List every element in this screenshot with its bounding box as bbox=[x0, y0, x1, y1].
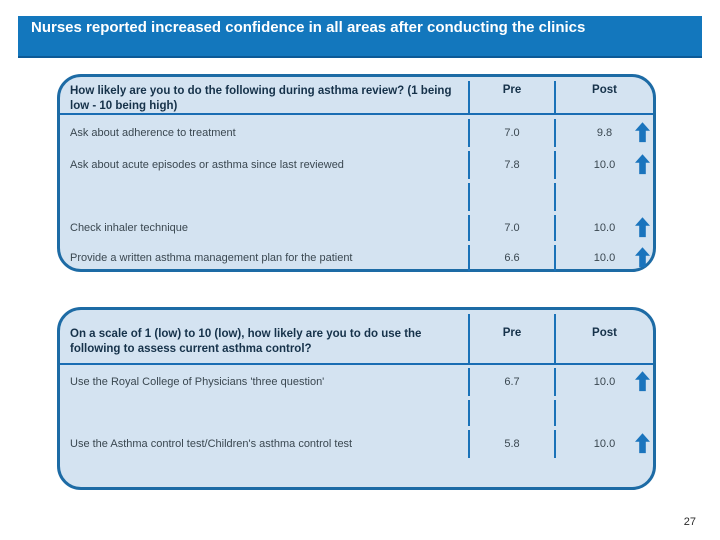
spacer-cell bbox=[468, 400, 554, 426]
table-row: Ask about adherence to treatment 7.0 9.8 bbox=[60, 119, 653, 147]
page-title: Nurses reported increased confidence in … bbox=[31, 19, 586, 36]
post-value-text: 10.0 bbox=[593, 376, 616, 388]
pre-value: 6.6 bbox=[468, 245, 554, 271]
post-value-text: 9.8 bbox=[596, 127, 613, 139]
increase-arrow-icon bbox=[635, 217, 650, 238]
pre-value: 7.0 bbox=[468, 215, 554, 241]
spacer-cell bbox=[468, 183, 554, 211]
table: On a scale of 1 (low) to 10 (low), how l… bbox=[60, 310, 653, 462]
post-value-text: 10.0 bbox=[593, 159, 616, 171]
table: How likely are you to do the following d… bbox=[60, 77, 653, 275]
post-value: 9.8 bbox=[554, 119, 653, 147]
column-header-post: Post bbox=[554, 81, 653, 115]
confidence-table-asthma-review: How likely are you to do the following d… bbox=[57, 74, 656, 272]
post-value: 10.0 bbox=[554, 430, 653, 458]
header-separator bbox=[60, 113, 653, 115]
table-row: Ask about acute episodes or asthma since… bbox=[60, 151, 653, 179]
table-header-row: On a scale of 1 (low) to 10 (low), how l… bbox=[60, 314, 653, 364]
increase-arrow-icon bbox=[635, 371, 650, 392]
post-value: 10.0 bbox=[554, 245, 653, 271]
column-header-pre: Pre bbox=[468, 81, 554, 115]
post-value-text: 10.0 bbox=[593, 222, 616, 234]
table-header-question: How likely are you to do the following d… bbox=[70, 85, 452, 112]
pre-value: 5.8 bbox=[468, 430, 554, 458]
increase-arrow-icon bbox=[635, 433, 650, 454]
spacer-cell bbox=[554, 183, 653, 211]
pre-value: 7.8 bbox=[468, 151, 554, 179]
page-number: 27 bbox=[683, 516, 696, 528]
title-bar: Nurses reported increased confidence in … bbox=[18, 16, 702, 58]
table-row: Use the Asthma control test/Children's a… bbox=[60, 430, 653, 458]
spacer-row bbox=[60, 400, 653, 426]
increase-arrow-icon bbox=[635, 154, 650, 175]
spacer-cell bbox=[60, 400, 468, 426]
header-separator bbox=[60, 363, 653, 365]
post-value: 10.0 bbox=[554, 151, 653, 179]
post-value: 10.0 bbox=[554, 368, 653, 396]
spacer-cell bbox=[554, 400, 653, 426]
spacer-row bbox=[60, 183, 653, 211]
table-header-row: How likely are you to do the following d… bbox=[60, 81, 653, 115]
row-label: Check inhaler technique bbox=[70, 221, 189, 234]
post-value-text: 10.0 bbox=[593, 438, 616, 450]
confidence-table-asthma-control: On a scale of 1 (low) to 10 (low), how l… bbox=[57, 307, 656, 490]
row-label: Ask about adherence to treatment bbox=[70, 126, 236, 139]
post-value-text: 10.0 bbox=[593, 252, 616, 264]
table-row: Use the Royal College of Physicians 'thr… bbox=[60, 368, 653, 396]
column-header-post: Post bbox=[554, 314, 653, 364]
column-header-pre: Pre bbox=[468, 314, 554, 364]
increase-arrow-icon bbox=[635, 247, 650, 268]
table-row: Provide a written asthma management plan… bbox=[60, 245, 653, 271]
spacer-cell bbox=[60, 183, 468, 211]
table-row: Check inhaler technique 7.0 10.0 bbox=[60, 215, 653, 241]
row-label: Provide a written asthma management plan… bbox=[70, 251, 353, 264]
pre-value: 7.0 bbox=[468, 119, 554, 147]
table-header-question: On a scale of 1 (low) to 10 (low), how l… bbox=[70, 328, 422, 355]
row-label: Ask about acute episodes or asthma since… bbox=[70, 158, 344, 171]
row-label: Use the Royal College of Physicians 'thr… bbox=[70, 375, 325, 388]
increase-arrow-icon bbox=[635, 122, 650, 143]
row-label: Use the Asthma control test/Children's a… bbox=[70, 437, 353, 450]
post-value: 10.0 bbox=[554, 215, 653, 241]
pre-value: 6.7 bbox=[468, 368, 554, 396]
